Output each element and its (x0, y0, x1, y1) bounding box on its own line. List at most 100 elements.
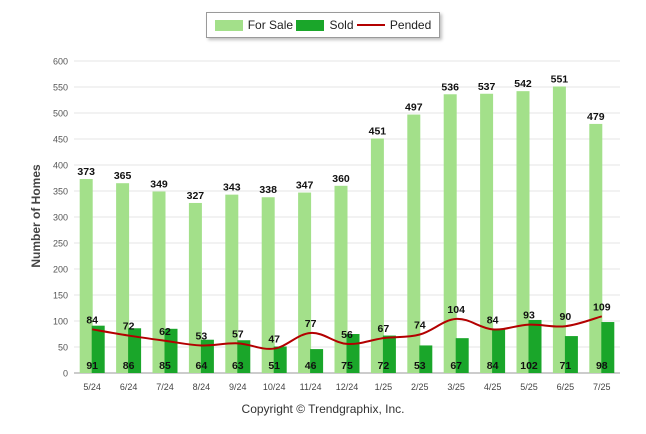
y-tick-label: 250 (53, 239, 68, 249)
sold-data-label: 46 (305, 360, 317, 372)
sold-bar[interactable] (564, 336, 578, 373)
sold-bar[interactable] (91, 325, 105, 373)
pended-data-label: 72 (123, 321, 135, 333)
for-sale-bar[interactable] (407, 114, 421, 373)
for-sale-bar[interactable] (116, 183, 130, 373)
copyright-text: Copyright © Trendgraphix, Inc. (241, 402, 405, 416)
for-sale-bar[interactable] (480, 93, 494, 373)
x-tick-label: 8/24 (193, 382, 211, 392)
x-tick-label: 11/24 (300, 382, 322, 392)
sold-data-label: 64 (196, 360, 208, 372)
x-tick-label: 5/24 (83, 382, 101, 392)
pended-data-label: 56 (341, 329, 353, 341)
y-tick-label: 350 (53, 187, 68, 197)
for-sale-bar[interactable] (225, 194, 239, 373)
sold-data-label: 53 (414, 360, 426, 372)
pended-data-label: 84 (487, 314, 499, 326)
for-sale-bar[interactable] (516, 91, 530, 373)
sold-bar[interactable] (237, 340, 251, 373)
chart-legend: For Sale Sold Pended (206, 12, 440, 38)
y-axis-label: Number of Homes (29, 164, 43, 268)
for-sale-bar[interactable] (79, 179, 93, 373)
for-sale-bar[interactable] (152, 191, 166, 373)
x-tick-label: 6/24 (120, 382, 138, 392)
sold-bar[interactable] (419, 345, 433, 373)
sold-data-label: 63 (232, 360, 244, 372)
sold-bar[interactable] (310, 349, 324, 373)
sold-swatch (296, 19, 325, 31)
pended-data-label: 53 (196, 330, 208, 342)
for-sale-data-label: 343 (223, 182, 241, 194)
for-sale-swatch (214, 19, 243, 31)
sold-data-label: 84 (487, 360, 499, 372)
sold-bar[interactable] (382, 335, 396, 373)
x-tick-label: 3/25 (447, 382, 465, 392)
for-sale-data-label: 497 (405, 102, 423, 114)
x-tick-label: 5/25 (520, 382, 538, 392)
y-tick-label: 500 (53, 109, 68, 119)
sold-data-label: 71 (560, 360, 572, 372)
for-sale-bar[interactable] (298, 192, 312, 373)
pended-data-label: 93 (523, 310, 535, 322)
pended-line-layer (92, 315, 603, 350)
pended-swatch (356, 24, 385, 26)
sold-bar[interactable] (128, 328, 142, 373)
legend-label-sold: Sold (329, 18, 354, 32)
x-tick-label: 12/24 (336, 382, 359, 392)
sold-data-label: 51 (268, 360, 280, 372)
y-tick-label: 50 (58, 343, 68, 353)
legend-item-for-sale[interactable]: For Sale (214, 18, 294, 32)
for-sale-data-label: 536 (441, 81, 459, 93)
y-tick-label: 600 (53, 57, 68, 67)
sold-data-label: 91 (86, 360, 98, 372)
legend-label-for-sale: For Sale (247, 18, 294, 32)
sold-data-label: 72 (378, 360, 390, 372)
sold-bar[interactable] (200, 339, 214, 373)
sold-data-label: 85 (159, 360, 171, 372)
x-tick-label: 7/24 (156, 382, 174, 392)
pended-data-label: 90 (560, 311, 572, 323)
sold-bar[interactable] (528, 319, 542, 373)
sold-bar[interactable] (492, 329, 506, 373)
for-sale-data-label: 338 (259, 184, 277, 196)
for-sale-data-label: 479 (587, 111, 605, 123)
y-tick-label: 300 (53, 213, 68, 223)
pended-data-label: 47 (268, 334, 280, 346)
for-sale-bar[interactable] (589, 123, 603, 373)
for-sale-data-label: 373 (77, 166, 95, 178)
for-sale-data-label: 451 (369, 125, 387, 137)
legend-item-pended[interactable]: Pended (356, 18, 431, 32)
for-sale-bar[interactable] (188, 202, 202, 373)
pended-data-label: 57 (232, 328, 244, 340)
for-sale-bar[interactable] (334, 185, 348, 373)
for-sale-data-label: 360 (332, 173, 350, 185)
pended-data-label: 67 (378, 323, 390, 335)
for-sale-bar[interactable] (370, 138, 384, 373)
for-sale-data-label: 349 (150, 179, 168, 191)
x-tick-label: 1/25 (375, 382, 393, 392)
pended-data-label: 104 (447, 304, 465, 316)
y-tick-label: 200 (53, 265, 68, 275)
legend-item-sold[interactable]: Sold (296, 18, 354, 32)
x-tick-label: 9/24 (229, 382, 247, 392)
sold-data-label: 86 (123, 360, 135, 372)
sold-bar[interactable] (455, 338, 469, 373)
for-sale-bar[interactable] (443, 94, 457, 373)
pended-line[interactable] (92, 315, 603, 350)
x-axis: 5/24 6/24 7/24 8/24 9/24 10/24 11/24 12/24 1/25 2… (83, 382, 610, 392)
for-sale-bar[interactable] (552, 86, 566, 373)
bars-layer (79, 86, 615, 373)
pended-data-label: 77 (305, 318, 317, 330)
x-tick-label: 7/25 (593, 382, 611, 392)
pended-data-label: 109 (593, 301, 611, 313)
x-tick-label: 2/25 (411, 382, 429, 392)
x-tick-label: 6/25 (557, 382, 575, 392)
sold-data-label: 75 (341, 360, 353, 372)
y-tick-label: 400 (53, 161, 68, 171)
sold-bar[interactable] (164, 328, 178, 373)
sold-bar[interactable] (273, 346, 287, 373)
sold-bar[interactable] (601, 322, 615, 373)
for-sale-bar[interactable] (261, 197, 275, 373)
